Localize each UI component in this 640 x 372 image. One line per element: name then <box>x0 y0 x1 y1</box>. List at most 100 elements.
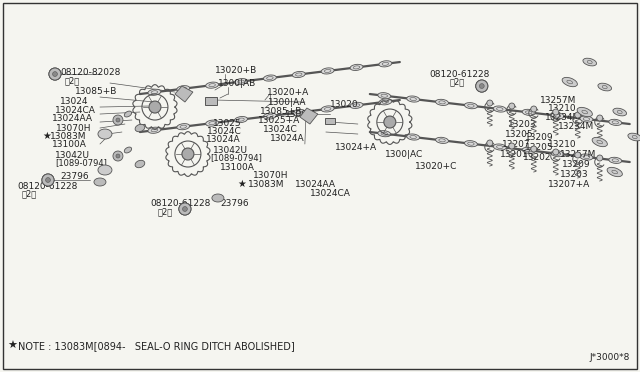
Circle shape <box>384 116 396 128</box>
Text: 08120-61228: 08120-61228 <box>150 199 211 208</box>
Circle shape <box>487 140 493 146</box>
Text: 08120-82028: 08120-82028 <box>60 68 120 77</box>
Circle shape <box>596 115 603 121</box>
Ellipse shape <box>577 108 593 117</box>
Text: 13042U: 13042U <box>55 151 90 160</box>
Text: 13024CA: 13024CA <box>55 106 96 115</box>
Ellipse shape <box>406 96 420 102</box>
Text: 13020+C: 13020+C <box>415 161 457 170</box>
Ellipse shape <box>148 127 161 133</box>
Ellipse shape <box>124 111 132 117</box>
Circle shape <box>531 146 537 152</box>
Text: 13083M: 13083M <box>50 132 86 141</box>
Ellipse shape <box>98 165 112 175</box>
Text: 13203: 13203 <box>560 170 588 179</box>
Text: 13257M: 13257M <box>540 96 576 105</box>
Text: B: B <box>479 84 484 89</box>
Bar <box>325 118 335 124</box>
Ellipse shape <box>598 83 612 91</box>
Polygon shape <box>300 108 318 124</box>
Ellipse shape <box>379 61 392 67</box>
Text: 13100A: 13100A <box>220 163 255 171</box>
Text: 1300|AB: 1300|AB <box>218 78 256 87</box>
Text: 13083M: 13083M <box>248 180 284 189</box>
Text: B: B <box>53 71 57 77</box>
Text: 13203: 13203 <box>508 119 536 129</box>
Circle shape <box>113 151 123 161</box>
Ellipse shape <box>177 124 189 130</box>
Text: 13085+B: 13085+B <box>260 106 302 116</box>
Text: 13020+B: 13020+B <box>215 65 257 74</box>
Ellipse shape <box>321 106 334 112</box>
Ellipse shape <box>493 144 506 150</box>
Ellipse shape <box>292 109 305 116</box>
Circle shape <box>509 143 515 149</box>
Circle shape <box>596 155 603 161</box>
Ellipse shape <box>628 133 640 141</box>
Text: 13024A: 13024A <box>206 135 241 144</box>
Circle shape <box>42 174 54 186</box>
Text: 13024A: 13024A <box>270 134 305 142</box>
Text: ★: ★ <box>7 341 17 351</box>
Ellipse shape <box>465 141 477 147</box>
Text: 1300|A: 1300|A <box>285 109 317 119</box>
Ellipse shape <box>436 137 449 144</box>
Ellipse shape <box>379 99 392 105</box>
Text: 13234M: 13234M <box>558 122 594 131</box>
Ellipse shape <box>551 151 564 157</box>
Circle shape <box>531 106 537 112</box>
Ellipse shape <box>406 134 420 140</box>
Ellipse shape <box>378 131 391 137</box>
Circle shape <box>553 149 559 155</box>
Text: （2）: （2） <box>22 189 37 199</box>
Text: 13085+B: 13085+B <box>75 87 117 96</box>
Text: 08120-61228: 08120-61228 <box>430 70 490 78</box>
Text: 23796: 23796 <box>220 199 248 208</box>
Text: 13205: 13205 <box>505 129 533 138</box>
Ellipse shape <box>613 108 627 116</box>
Circle shape <box>479 84 484 89</box>
Text: 13207+A: 13207+A <box>548 180 590 189</box>
Ellipse shape <box>321 68 334 74</box>
Ellipse shape <box>98 129 112 139</box>
Text: 13070H: 13070H <box>56 124 92 132</box>
Text: 13025+A: 13025+A <box>258 116 300 125</box>
Text: （2）: （2） <box>450 77 465 87</box>
Text: ★: ★ <box>43 131 51 141</box>
Ellipse shape <box>378 93 391 99</box>
Ellipse shape <box>607 167 622 177</box>
Circle shape <box>509 103 515 109</box>
Circle shape <box>476 80 488 92</box>
Circle shape <box>487 100 493 106</box>
Circle shape <box>116 118 120 122</box>
Ellipse shape <box>493 106 506 112</box>
Ellipse shape <box>205 120 219 126</box>
Text: 13024AA: 13024AA <box>52 113 93 122</box>
Ellipse shape <box>264 113 276 119</box>
Text: 13024C: 13024C <box>263 125 298 134</box>
Ellipse shape <box>350 64 363 70</box>
Ellipse shape <box>522 147 535 153</box>
Text: 13257M: 13257M <box>560 150 596 158</box>
Text: 13024CA: 13024CA <box>310 189 351 199</box>
Bar <box>205 97 217 105</box>
Text: ★: ★ <box>237 179 246 189</box>
Text: 13020: 13020 <box>330 100 358 109</box>
Ellipse shape <box>562 77 577 87</box>
Text: 23796: 23796 <box>60 171 88 180</box>
Ellipse shape <box>234 78 248 85</box>
Text: 13209: 13209 <box>525 132 554 141</box>
Circle shape <box>113 115 123 125</box>
Text: 13209: 13209 <box>562 160 590 169</box>
Text: 13100A: 13100A <box>52 140 87 148</box>
Ellipse shape <box>551 113 564 119</box>
Text: 1300|AC: 1300|AC <box>385 150 423 158</box>
Ellipse shape <box>177 86 189 92</box>
Ellipse shape <box>148 89 161 95</box>
Ellipse shape <box>124 147 132 153</box>
Circle shape <box>553 109 559 115</box>
Text: （2）: （2） <box>65 77 80 86</box>
Ellipse shape <box>436 99 449 105</box>
Text: NOTE : 13083M[0894-   SEAL-O RING DITCH ABOLISHED]: NOTE : 13083M[0894- SEAL-O RING DITCH AB… <box>18 341 295 351</box>
Ellipse shape <box>609 119 621 125</box>
